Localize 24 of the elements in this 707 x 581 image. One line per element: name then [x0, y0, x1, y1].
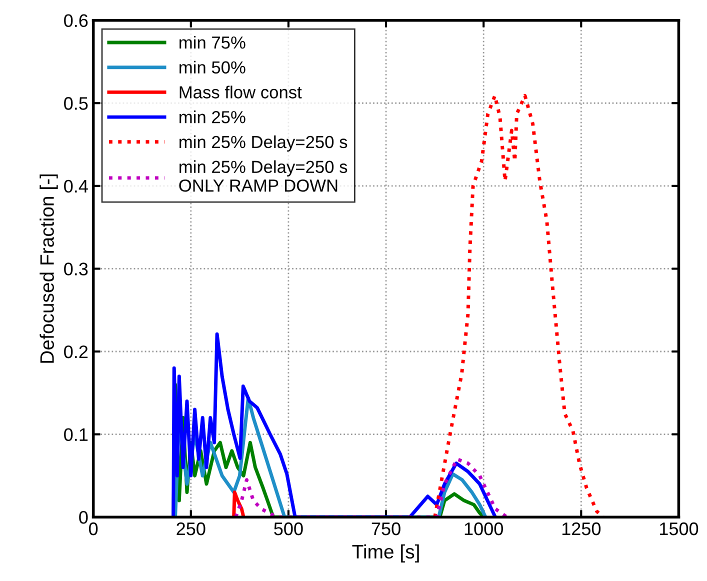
x-tick-label: 1000 — [464, 522, 503, 536]
y-tick-label: 0.6 — [64, 14, 88, 28]
x-tick-label: 500 — [274, 522, 303, 536]
y-tick-label: 0.4 — [64, 180, 88, 193]
x-tick-label: 1250 — [562, 522, 601, 536]
x-tick-label: 750 — [372, 522, 400, 536]
legend-label: min 25% Delay=250 s ONLY RAMP DOWN — [179, 160, 348, 192]
legend-label: min 50% — [180, 60, 246, 74]
x-axis-title: Time [s] — [352, 544, 419, 562]
legend-label: min 25% Delay=250 s — [180, 135, 348, 152]
legend-label: min 25% — [180, 110, 246, 124]
legend-label: Mass flow const — [180, 86, 302, 98]
y-tick-label: 0.5 — [64, 97, 88, 110]
y-tick-label: 0.3 — [64, 262, 88, 276]
y-tick-label: 0.1 — [64, 428, 88, 442]
y-tick-label: 0 — [79, 511, 88, 524]
x-tick-label: 0 — [89, 522, 98, 536]
line-series — [232, 490, 246, 518]
x-tick-label: 1500 — [660, 522, 698, 536]
line-series — [172, 332, 498, 518]
y-tick-label: 0.2 — [64, 345, 88, 358]
x-tick-label: 250 — [176, 522, 206, 536]
legend-label: min 75% — [180, 36, 246, 49]
y-axis-title: Defocused Fraction [-] — [40, 174, 58, 363]
